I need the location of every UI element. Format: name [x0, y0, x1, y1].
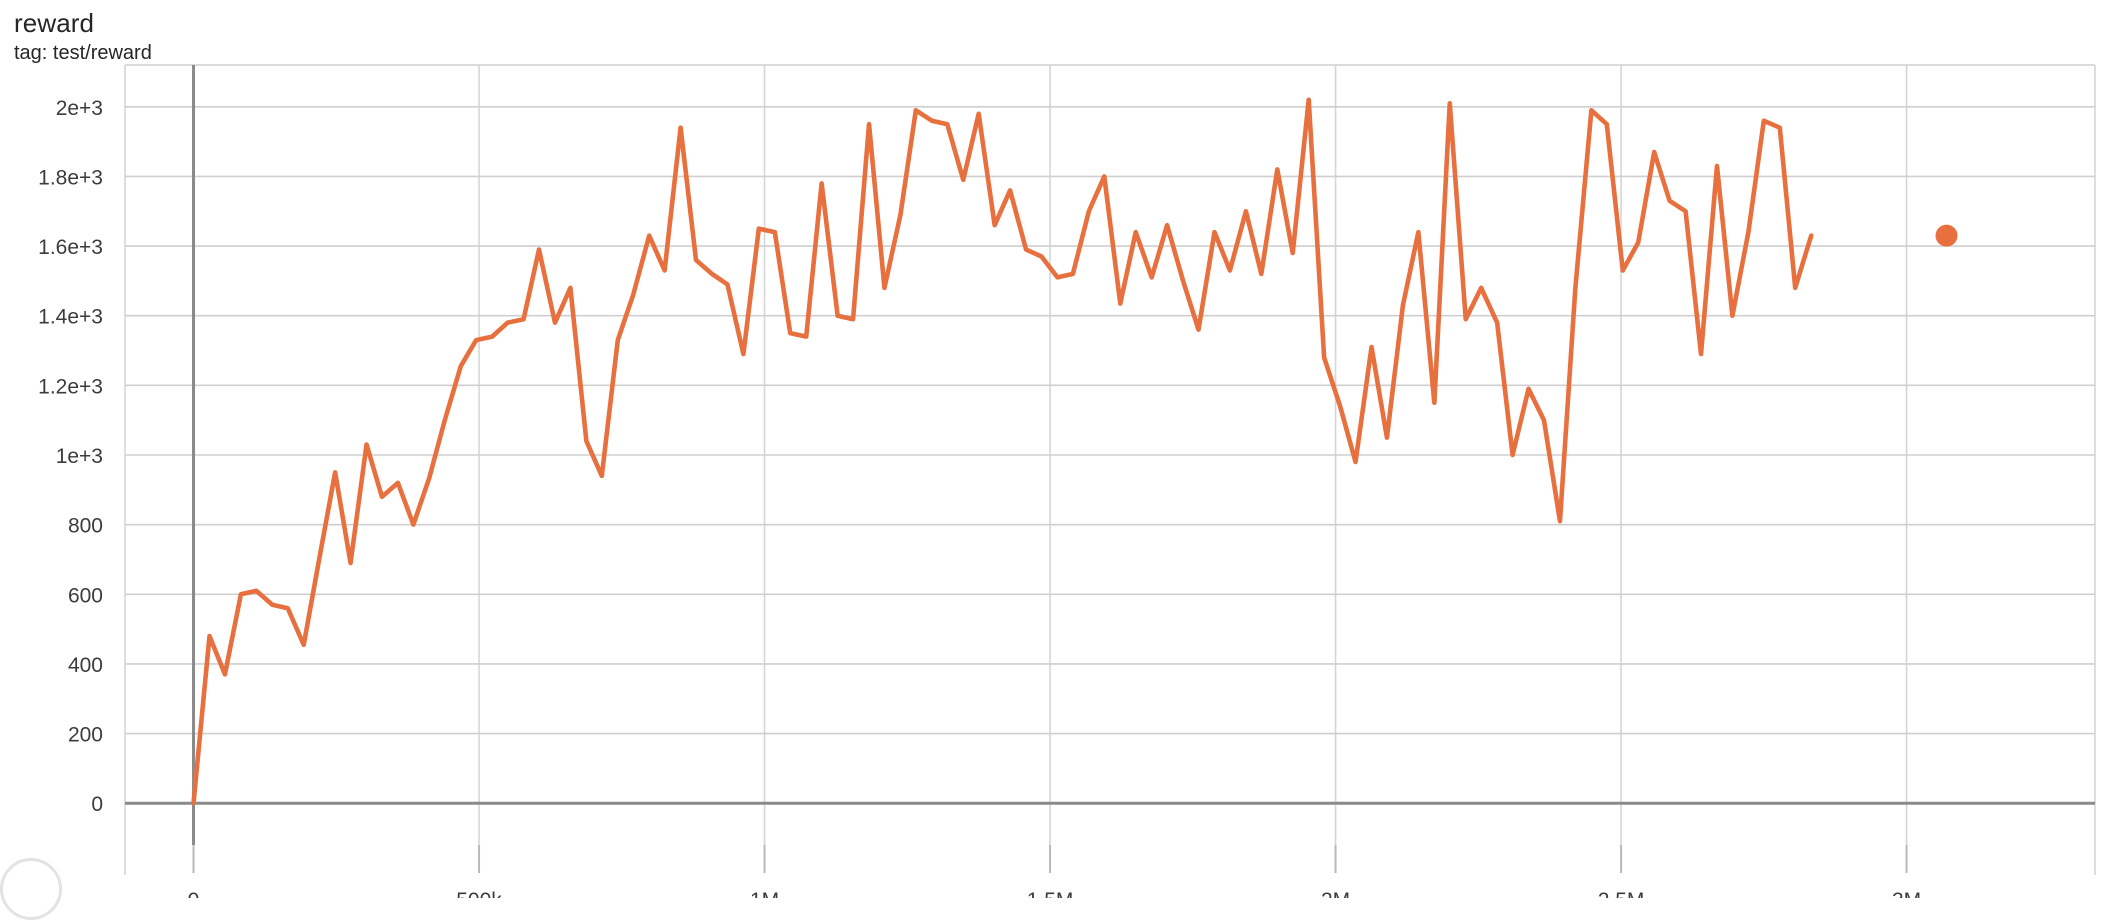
- x-tick-label: 2.5M: [1598, 889, 1645, 898]
- y-tick-label: 200: [68, 724, 103, 747]
- y-tick-label: 1e+3: [56, 445, 103, 468]
- page-title: reward: [14, 8, 95, 38]
- horizontal-gridlines: [125, 64, 2095, 735]
- y-tick-label: 600: [68, 584, 103, 607]
- y-tick-label: 1.8e+3: [38, 166, 103, 189]
- series-end-dot: [1935, 224, 1958, 247]
- tick-marks: [192, 845, 1908, 873]
- x-tick-label: 2M: [1321, 889, 1350, 898]
- x-axis-tick-labels: 0 500k 1M 1.5M 2M 2.5M 3M: [188, 889, 1921, 898]
- x-tick-label: 1M: [750, 889, 779, 898]
- y-tick-label: 2e+3: [56, 97, 103, 120]
- y-tick-label: 1.2e+3: [38, 375, 103, 398]
- y-tick-label: 1.4e+3: [38, 306, 103, 329]
- y-tick-label: 1.6e+3: [38, 236, 103, 259]
- y-tick-label: 800: [68, 515, 103, 538]
- data-series-group[interactable]: [191, 97, 1814, 806]
- x-tick-label: 0: [188, 889, 200, 898]
- y-tick-label: 0: [91, 793, 103, 816]
- x-tick-label: 3M: [1892, 889, 1921, 898]
- x-tick-label: 1.5M: [1027, 889, 1074, 898]
- end-point-marker: [1935, 224, 1958, 247]
- series-polyline-0[interactable]: [191, 97, 1814, 806]
- y-axis-tick-labels: 0 200 400 600 800 1e+3 1.2e+3 1.4e+3 1.6e+3 1.8e+…: [38, 97, 103, 816]
- line-chart-svg[interactable]: 0 200 400 600 800 1e+3 1.2e+3 1.4e+3 1.6e+3 1.8e+…: [0, 0, 2106, 898]
- y-tick-label: 400: [68, 654, 103, 677]
- chart-header: reward tag: test/reward: [14, 8, 152, 66]
- plot-area[interactable]: 0 200 400 600 800 1e+3 1.2e+3 1.4e+3 1.6e+3 1.8e+…: [0, 0, 2106, 898]
- chart-tag-label: tag: test/reward: [14, 42, 152, 64]
- vertical-gridlines: [124, 65, 2096, 875]
- axis-lines: [125, 65, 2095, 845]
- x-tick-label: 500k: [456, 889, 502, 898]
- decorative-corner-arc: [0, 858, 62, 920]
